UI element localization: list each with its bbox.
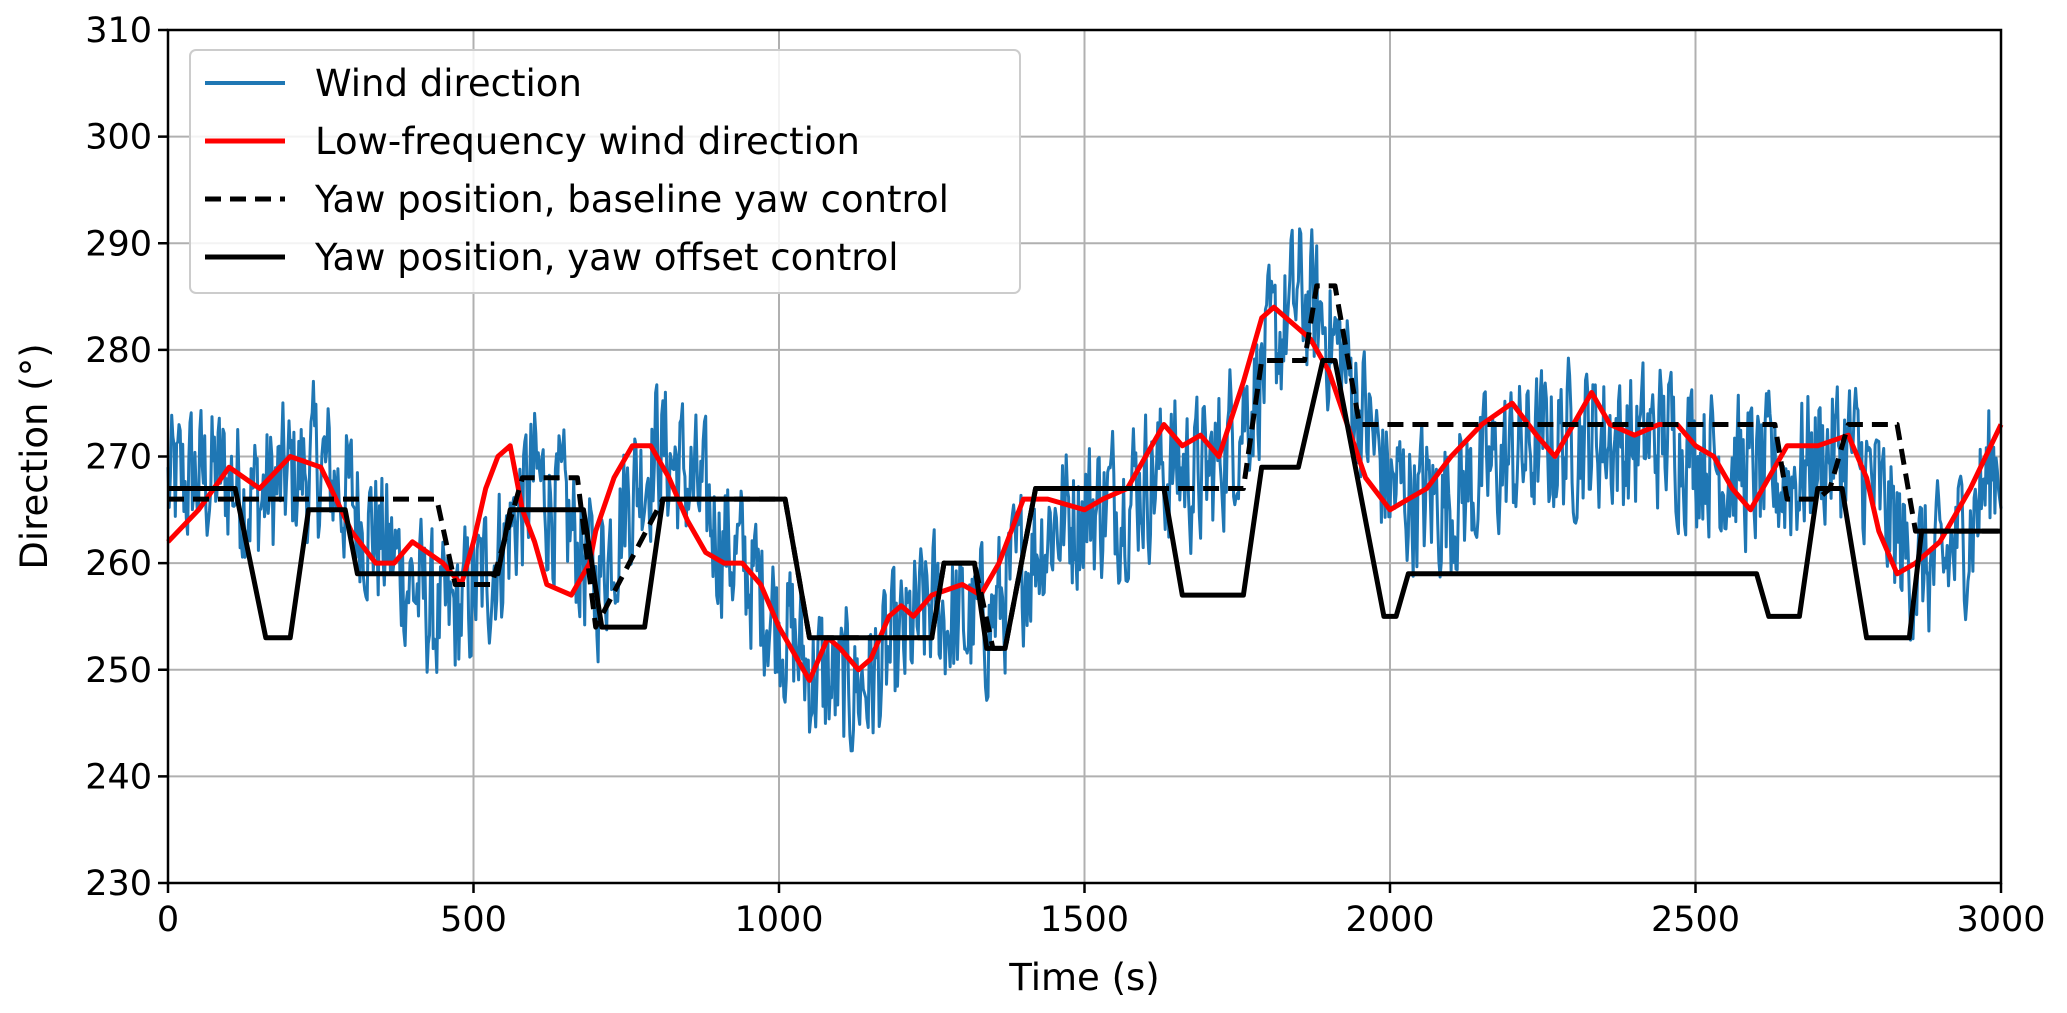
legend-label: Yaw position, baseline yaw control	[314, 178, 949, 221]
y-tick-label: 270	[85, 438, 152, 478]
x-axis-label: Time (s)	[1008, 956, 1159, 999]
y-tick-label: 310	[85, 11, 152, 51]
ticks: 0 500 1000 1500 2000 2500 3000 230 240 250 260 270 2…	[85, 11, 2045, 940]
y-tick-label: 250	[85, 651, 152, 691]
x-tick-label: 3000	[1956, 900, 2045, 940]
legend-label: Low-frequency wind direction	[315, 120, 860, 163]
y-tick-label: 300	[85, 118, 152, 158]
x-tick-label: 500	[440, 900, 507, 940]
legend-label: Yaw position, yaw offset control	[314, 236, 899, 279]
y-tick-label: 290	[85, 224, 152, 264]
y-tick-label: 230	[85, 864, 152, 904]
x-tick-label: 1500	[1040, 900, 1129, 940]
series-line-2	[168, 283, 2001, 651]
y-tick-label: 280	[85, 331, 152, 371]
series-line-3	[168, 358, 2001, 651]
x-tick-label: 2000	[1345, 900, 1434, 940]
x-tick-label: 2500	[1651, 900, 1740, 940]
x-tick-label: 0	[157, 900, 179, 940]
legend-label: Wind direction	[315, 62, 582, 105]
y-tick-label: 240	[85, 757, 152, 797]
y-tick-label: 260	[85, 544, 152, 584]
x-tick-label: 1000	[734, 900, 823, 940]
legend-box	[189, 49, 1021, 294]
legend: Wind direction Low-frequency wind directi…	[189, 49, 1021, 294]
series-group	[166, 227, 2004, 753]
y-axis-label: Direction (°)	[13, 343, 56, 569]
